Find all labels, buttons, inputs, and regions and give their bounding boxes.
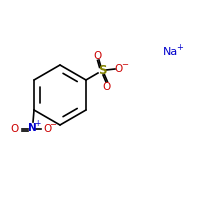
Text: O: O (10, 124, 18, 134)
Text: O: O (115, 64, 123, 74)
Text: +: + (176, 43, 183, 51)
Text: +: + (34, 118, 40, 128)
Text: S: S (98, 64, 106, 77)
Text: Na: Na (163, 47, 178, 57)
Text: O: O (43, 124, 51, 134)
Text: N: N (28, 123, 36, 133)
Text: O: O (103, 82, 111, 92)
Text: −: − (50, 120, 57, 130)
Text: O: O (94, 51, 102, 61)
Text: −: − (121, 60, 128, 70)
